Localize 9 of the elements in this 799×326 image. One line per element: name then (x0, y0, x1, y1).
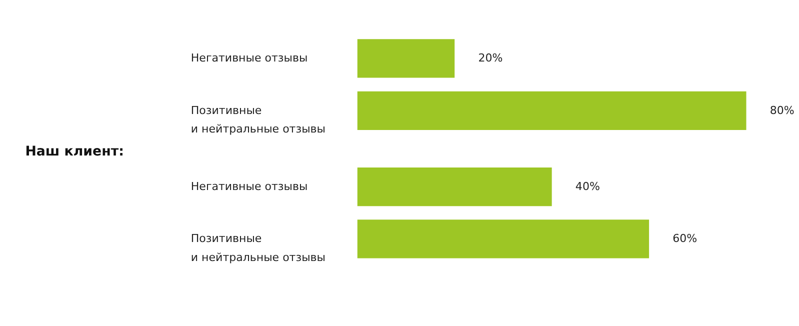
y-tick-label: Негативные отзывы (190, 180, 308, 193)
data-label: 80% (770, 104, 794, 117)
data-label: 20% (478, 52, 503, 65)
y-tick-label: Негативные отзывы (190, 52, 308, 65)
data-label: 60% (672, 232, 698, 246)
text: Наш клиент: (25, 144, 124, 160)
y-tick-label: Позитивные и нейтральные отзывы (190, 232, 326, 264)
y-tick-label: Позитивные и нейтральные отзывы (190, 104, 326, 136)
data-label: 40% (575, 180, 600, 193)
